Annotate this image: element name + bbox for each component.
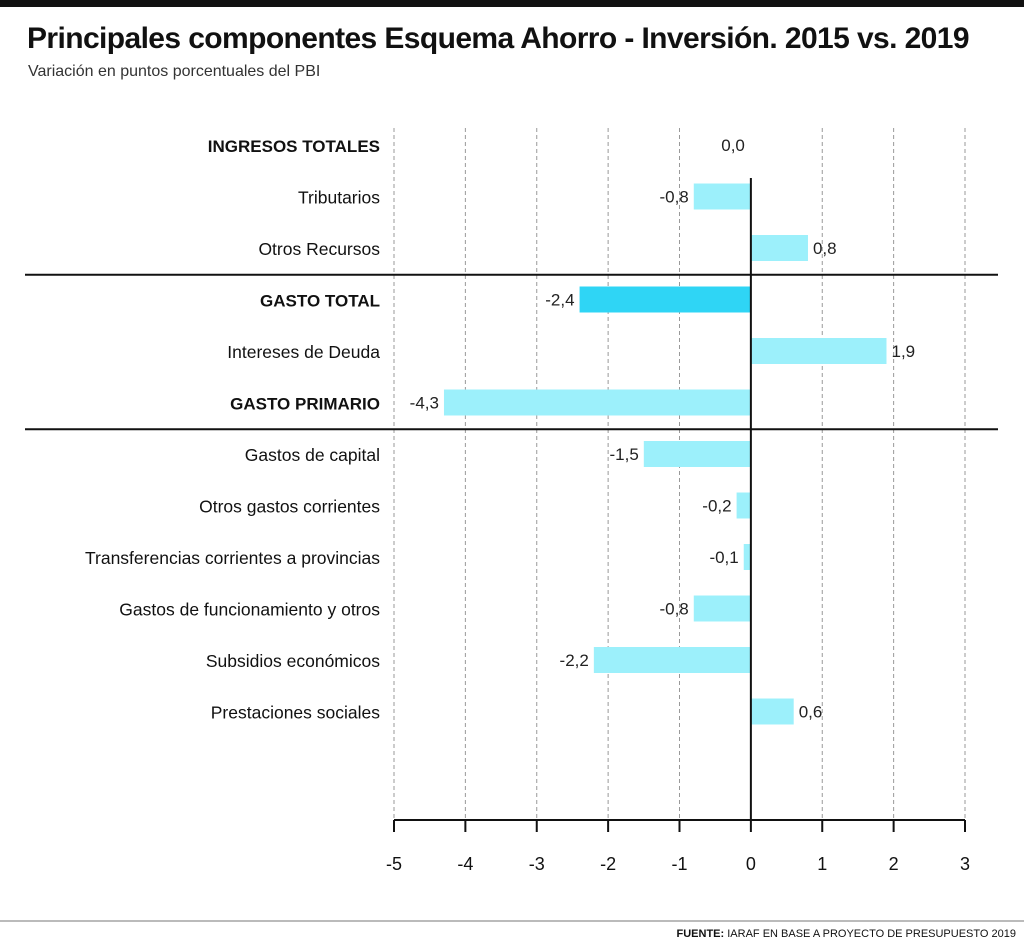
x-tick-label: -4 <box>457 854 473 874</box>
category-label: Subsidios económicos <box>206 651 380 671</box>
bar-intereses-de-deuda <box>750 338 887 364</box>
bar-chart: 0,0 INGRESOS TOTALES -0,8 Tributarios 0,8 Otr… <box>25 128 998 874</box>
category-label: Otros gastos corrientes <box>199 497 380 517</box>
bar-gasto-total <box>579 286 751 313</box>
source-label: FUENTE: <box>676 928 725 940</box>
x-tick-label: 1 <box>817 854 827 874</box>
category-label: Gastos de capital <box>245 445 380 465</box>
bar-otros-gastos-corrientes <box>736 492 751 519</box>
footer-rule <box>0 920 1024 922</box>
source-note: FUENTE: IARAF EN BASE A PROYECTO DE PRES… <box>677 928 1016 940</box>
bar-tributarios <box>693 183 751 210</box>
value-label: -0,1 <box>709 548 738 567</box>
category-label: Tributarios <box>298 188 380 208</box>
x-tick-label: -1 <box>671 854 687 874</box>
x-tick-label: -2 <box>600 854 616 874</box>
bar-subsidios-economicos <box>593 647 751 673</box>
category-label: Otros Recursos <box>258 239 380 259</box>
category-label: Gastos de funcionamiento y otros <box>119 600 380 620</box>
value-label: -2,4 <box>545 291 574 310</box>
chart-title: Principales componentes Esquema Ahorro -… <box>27 22 970 55</box>
x-tick-label: 0 <box>746 854 756 874</box>
x-tick-label: 3 <box>960 854 970 874</box>
bar-gastos-de-capital <box>643 441 751 467</box>
category-label: GASTO PRIMARIO <box>230 395 380 414</box>
value-label: -0,8 <box>659 188 688 207</box>
bar-otros-recursos <box>750 235 808 261</box>
bar-transferencias-corrientes-a-provincias <box>743 544 751 570</box>
value-label: 0,6 <box>799 703 823 722</box>
value-label: -0,2 <box>702 497 731 516</box>
source-text: IARAF EN BASE A PROYECTO DE PRESUPUESTO … <box>724 928 1016 940</box>
chart-subtitle: Variación en puntos porcentuales del PBI <box>28 63 321 80</box>
category-label: Intereses de Deuda <box>227 342 380 362</box>
value-label: -4,3 <box>410 394 439 413</box>
x-tick-label: -5 <box>386 854 402 874</box>
category-label: INGRESOS TOTALES <box>208 137 380 156</box>
x-tick-label: 2 <box>889 854 899 874</box>
value-label: -0,8 <box>659 600 688 619</box>
category-label: GASTO TOTAL <box>260 292 380 311</box>
bar-gastos-de-funcionamiento-y-otros <box>693 595 751 622</box>
bar-prestaciones-sociales <box>750 698 794 725</box>
value-label: -2,2 <box>560 651 589 670</box>
category-label: Transferencias corrientes a provincias <box>85 548 380 568</box>
value-label: 0,8 <box>813 239 837 258</box>
category-label: Prestaciones sociales <box>211 703 380 723</box>
value-label: -1,5 <box>610 445 639 464</box>
x-tick-label: -3 <box>529 854 545 874</box>
value-label: 0,0 <box>721 136 745 155</box>
top-rule <box>0 0 1024 7</box>
bar-gasto-primario <box>443 389 751 416</box>
value-label: 1,9 <box>891 342 915 361</box>
